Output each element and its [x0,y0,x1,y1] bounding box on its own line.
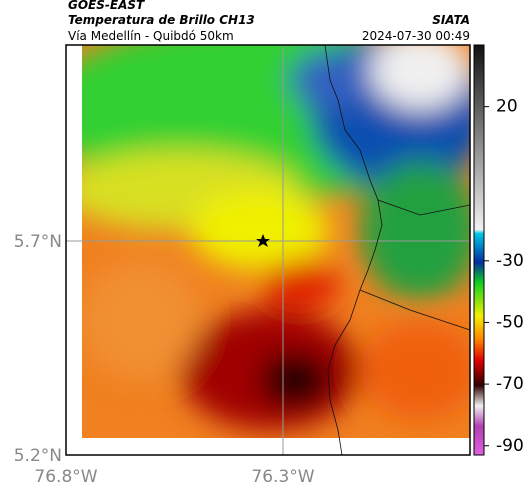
region: Vía Medellín - Quibdó 50km [68,29,234,43]
colorbar-tick-label: 20 [496,97,518,117]
lon-label: 76.8°W [34,467,97,487]
border [324,44,383,456]
border [359,199,471,331]
colorbar-tick-label: -50 [496,312,524,332]
colorbar-tick-label: -90 [496,436,524,456]
colorbar [473,44,485,456]
colorbar-tick-label: -30 [496,251,524,271]
lon-label: 76.3°W [251,467,314,487]
source: SIATA [432,13,470,27]
lat-label: 5.2°N [14,446,62,466]
map-frame [65,44,471,456]
subtitle: Temperatura de Brillo CH13 [68,13,255,27]
colorbar-tick-label: -70 [496,374,524,394]
datetime: 2024-07-30 00:49 [362,29,470,43]
location-marker [256,234,270,247]
satellite-image [82,45,470,438]
title: GOES-EAST [68,0,145,12]
lat-label: 5.7°N [14,232,62,252]
